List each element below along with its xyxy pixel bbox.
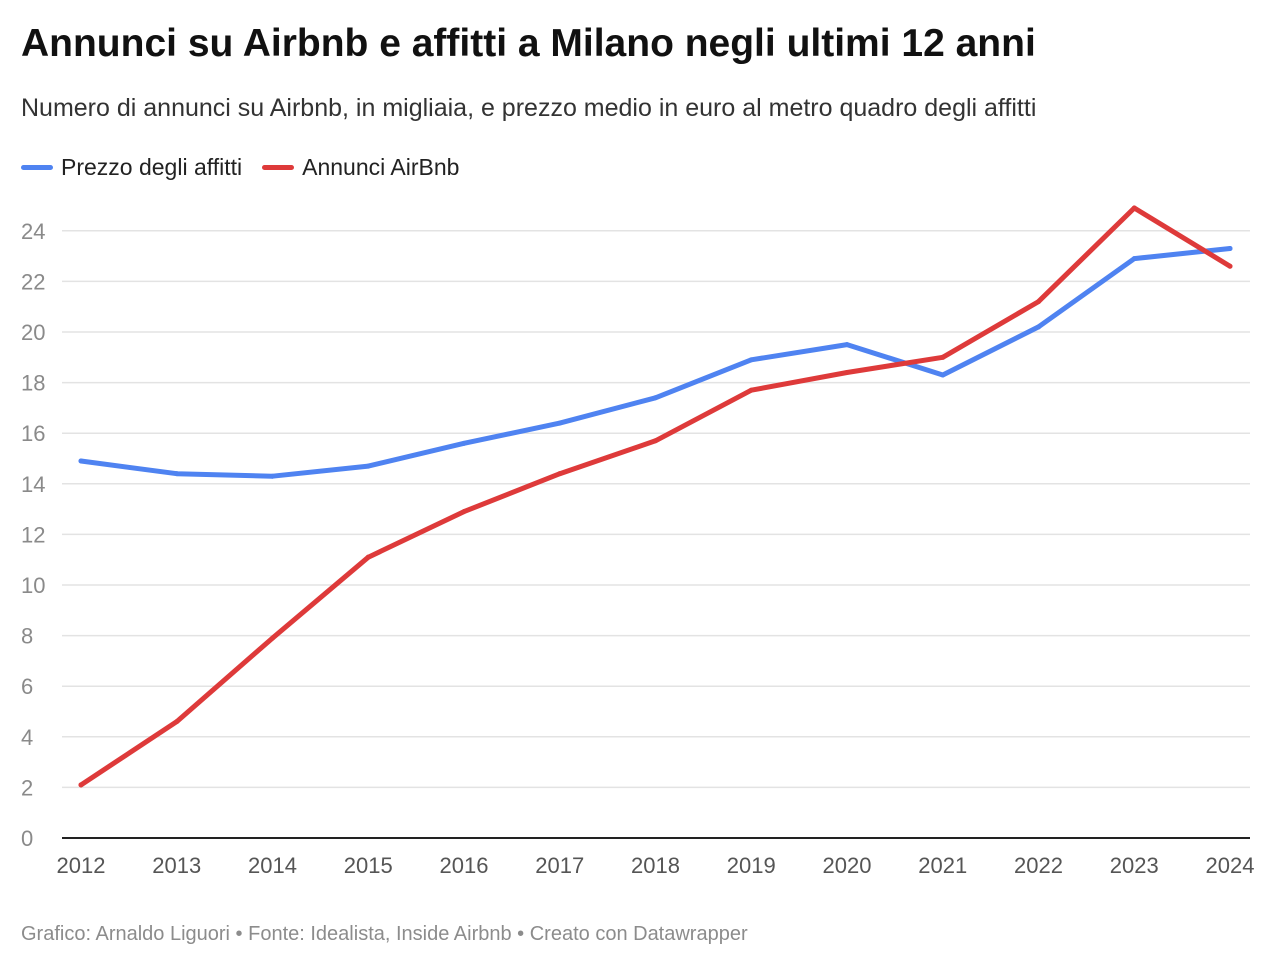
series-lines [78, 205, 1233, 788]
data-point-annunci-2016 [461, 509, 467, 515]
y-tick-label-12: 12 [21, 522, 45, 547]
data-point-annunci-2013 [174, 719, 180, 725]
legend-item-annunci: Annunci AirBnb [262, 154, 459, 181]
series-line-annunci-airbnb [78, 205, 1233, 788]
x-tick-label-2022: 2022 [1014, 853, 1063, 878]
data-point-annunci-2017 [557, 471, 563, 477]
y-tick-label-6: 6 [21, 674, 33, 699]
data-point-prezzo-2013 [174, 471, 180, 477]
data-point-annunci-2014 [270, 635, 275, 641]
data-point-prezzo-2016 [461, 440, 467, 446]
data-point-prezzo-2023 [1131, 256, 1137, 262]
data-point-prezzo-2012 [78, 458, 84, 464]
x-tick-label-2019: 2019 [727, 853, 776, 878]
data-point-annunci-2022 [1036, 299, 1041, 305]
gridlines [62, 230, 1250, 839]
x-tick-label-2012: 2012 [57, 853, 106, 878]
y-tick-label-8: 8 [21, 624, 33, 649]
data-point-annunci-2018 [653, 438, 658, 444]
data-point-annunci-2012 [78, 782, 84, 788]
x-tick-label-2016: 2016 [440, 853, 489, 878]
data-point-prezzo-2018 [653, 395, 658, 401]
data-point-prezzo-2022 [1036, 324, 1041, 330]
y-tick-label-14: 14 [21, 472, 45, 497]
data-point-annunci-2015 [365, 554, 371, 560]
x-tick-label-2021: 2021 [918, 853, 967, 878]
data-point-prezzo-2020 [844, 342, 850, 348]
y-tick-label-4: 4 [21, 725, 33, 750]
chart-title: Annunci su Airbnb e affitti a Milano neg… [21, 22, 1036, 65]
data-point-annunci-2020 [844, 369, 850, 375]
legend-swatch-prezzo [21, 164, 53, 170]
data-point-prezzo-2017 [557, 420, 563, 426]
legend-item-prezzo: Prezzo degli affitti [21, 154, 242, 181]
data-point-prezzo-2014 [270, 473, 275, 479]
data-point-annunci-2019 [748, 387, 754, 393]
data-point-prezzo-2024 [1227, 246, 1233, 252]
x-tick-label-2013: 2013 [152, 853, 201, 878]
data-point-prezzo-2019 [748, 357, 754, 363]
chart-footer-credits: Grafico: Arnaldo Liguori • Fonte: Ideali… [21, 923, 748, 945]
y-tick-label-22: 22 [21, 269, 45, 294]
x-tick-label-2015: 2015 [344, 853, 393, 878]
y-tick-label-10: 10 [21, 573, 45, 598]
y-tick-label-2: 2 [21, 775, 33, 800]
data-point-annunci-2023 [1131, 205, 1137, 211]
x-axis-tick-labels: 2012 2013 2014 2015 2016 2017 2018 2019 2020 2021… [57, 853, 1255, 878]
y-tick-label-0: 0 [21, 826, 33, 851]
x-tick-label-2023: 2023 [1110, 853, 1159, 878]
legend-label-annunci: Annunci AirBnb [302, 153, 460, 180]
y-tick-label-20: 20 [21, 320, 45, 345]
x-tick-label-2014: 2014 [248, 853, 297, 878]
chart-legend: Prezzo degli affitti Annunci AirBnb [21, 150, 479, 184]
chart-subtitle: Numero di annunci su Airbnb, in migliaia… [21, 94, 1037, 122]
x-tick-label-2020: 2020 [823, 853, 872, 878]
x-tick-label-2024: 2024 [1206, 853, 1255, 878]
data-point-prezzo-2021 [940, 372, 946, 378]
x-tick-label-2017: 2017 [535, 853, 584, 878]
y-tick-label-18: 18 [21, 371, 45, 396]
data-point-annunci-2024 [1227, 263, 1233, 269]
y-tick-label-24: 24 [21, 219, 45, 244]
data-point-prezzo-2015 [365, 463, 371, 469]
legend-swatch-annunci [262, 164, 295, 170]
y-tick-label-16: 16 [21, 421, 45, 446]
data-point-annunci-2021 [940, 354, 946, 360]
x-tick-label-2018: 2018 [631, 853, 680, 878]
legend-label-prezzo: Prezzo degli affitti [61, 153, 243, 180]
